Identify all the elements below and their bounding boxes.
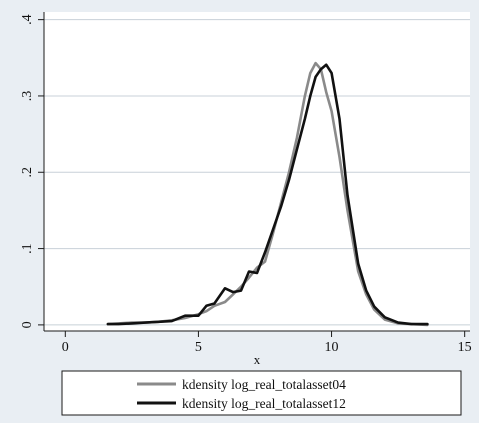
- series-line-2: [106, 63, 429, 326]
- y-tick-label: .2: [20, 167, 35, 178]
- y-tick-label: 0: [20, 321, 35, 328]
- series-lines: [106, 61, 429, 327]
- x-tick-label: 10: [325, 340, 339, 355]
- plot-area: [44, 12, 470, 331]
- y-tick-label: .3: [20, 91, 35, 102]
- legend-label-2: kdensity log_real_totalasset12: [182, 396, 346, 411]
- axes: 0 5 10 15 0 .1 .2 .3 .4: [20, 12, 472, 355]
- legend-box: [61, 370, 462, 416]
- legend-label-1: kdensity log_real_totalasset04: [182, 377, 346, 392]
- y-tick-label: .4: [20, 14, 35, 25]
- x-tick-label: 0: [62, 340, 69, 355]
- y-tick-label: .1: [20, 243, 35, 254]
- legend: kdensity log_real_totalasset04 kdensity l…: [61, 370, 462, 416]
- x-tick-label: 15: [458, 340, 472, 355]
- x-tick-label: 5: [195, 340, 202, 355]
- x-axis-label: x: [254, 352, 261, 367]
